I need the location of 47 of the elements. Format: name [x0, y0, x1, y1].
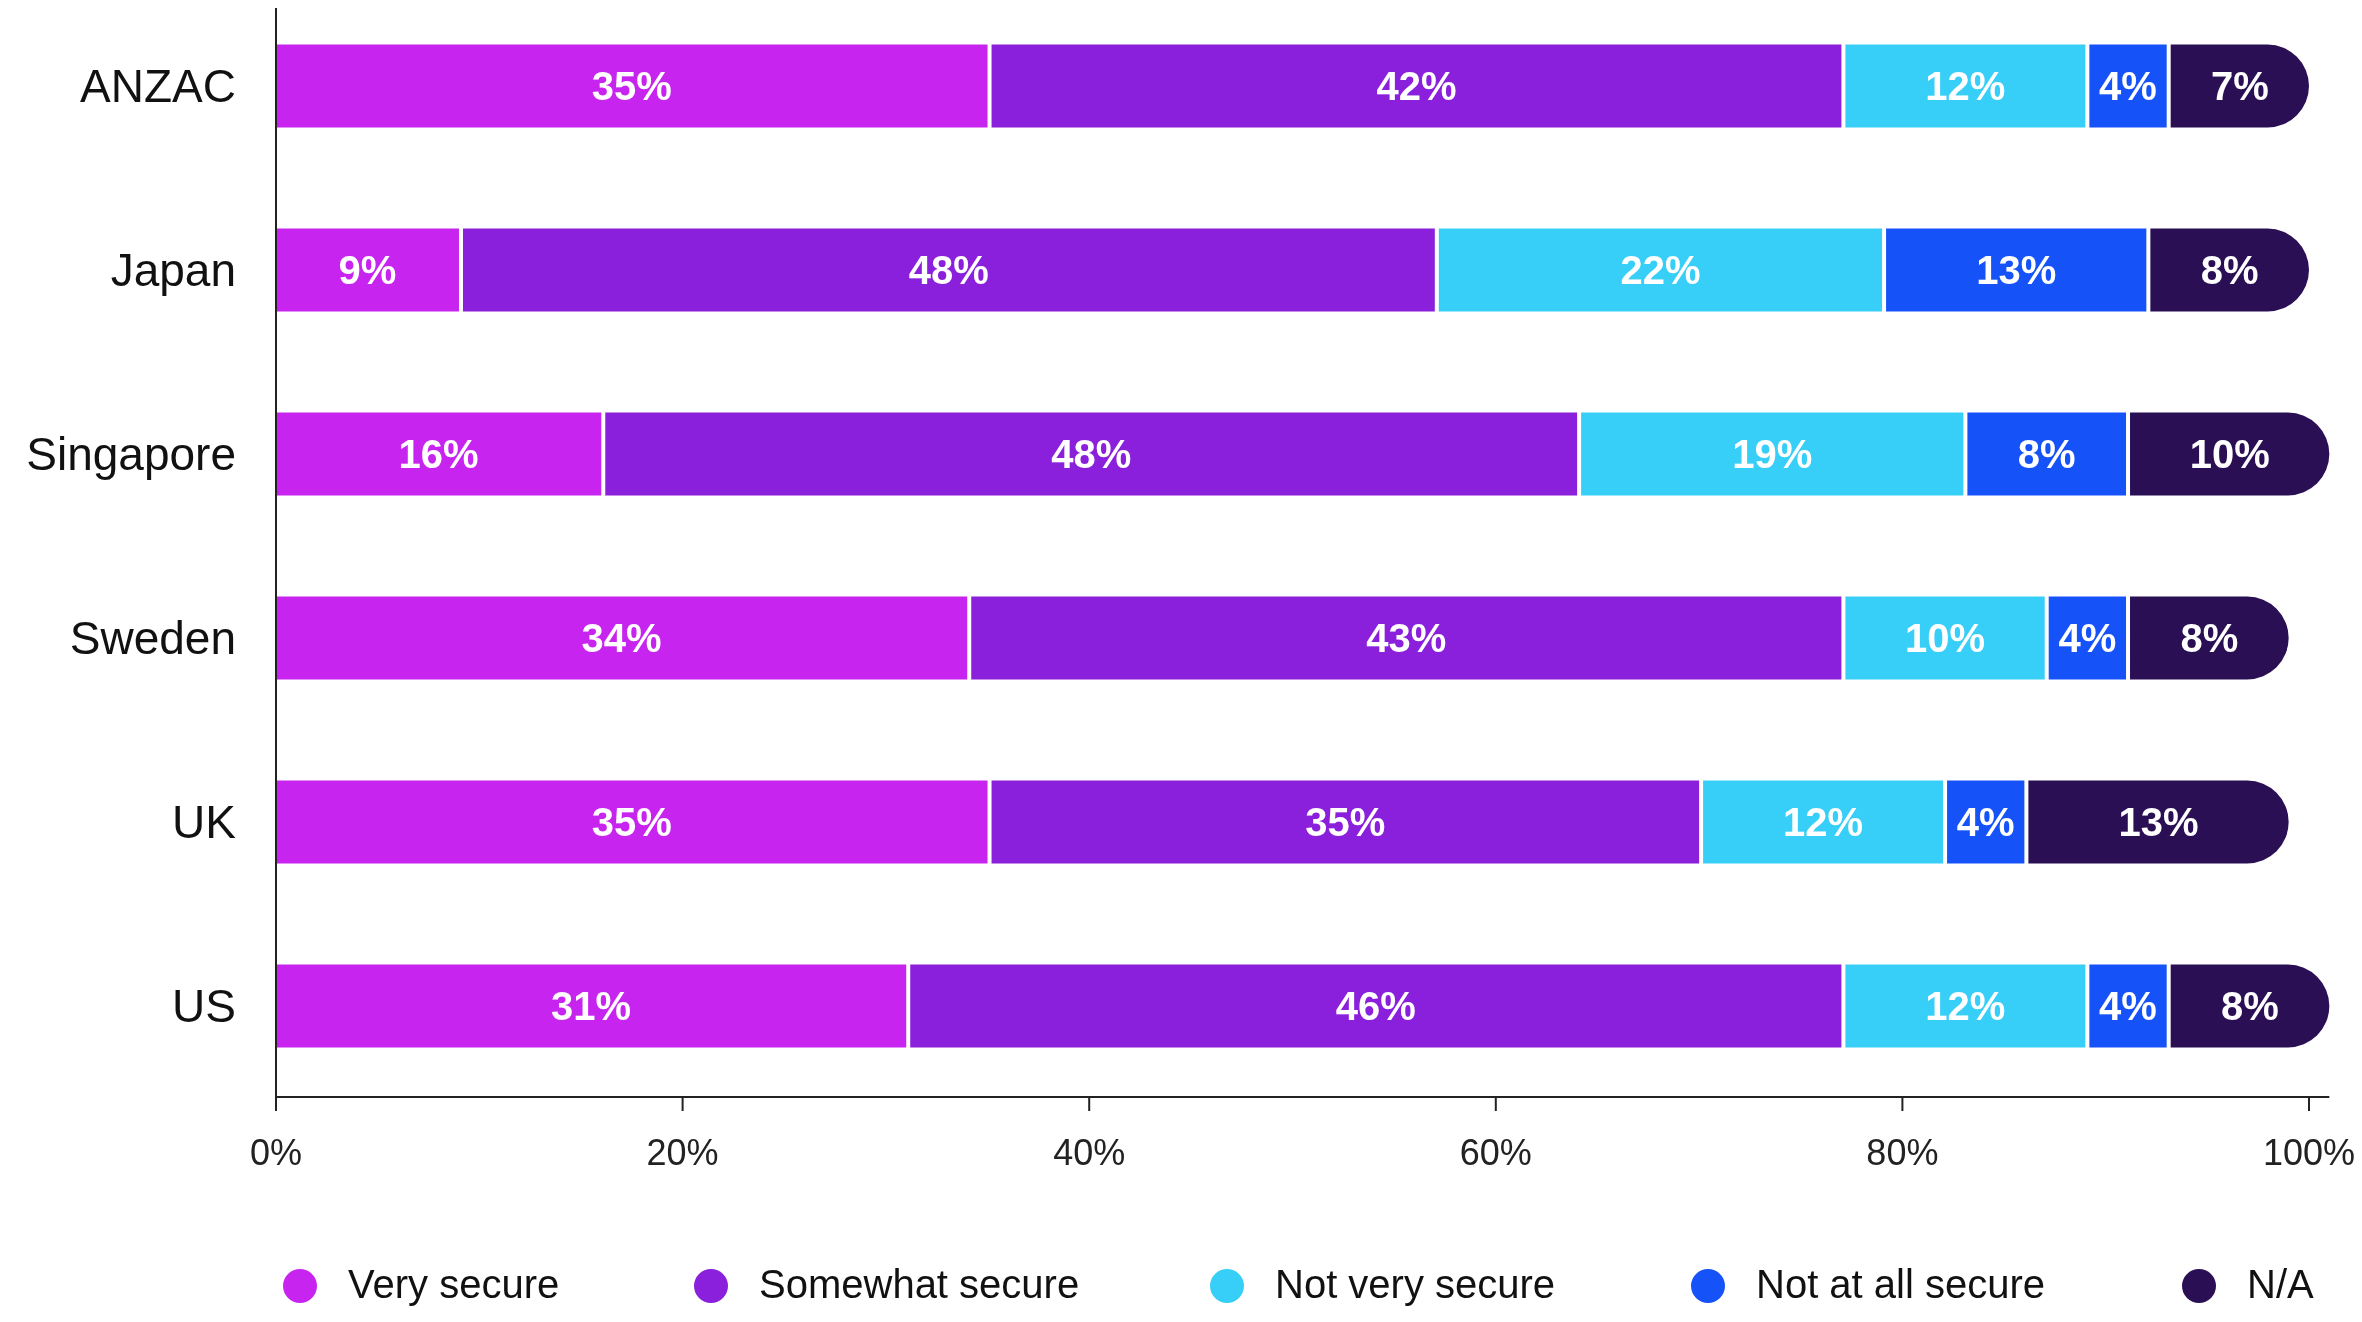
data-label: 48%	[908, 248, 989, 292]
data-label: 13%	[2118, 800, 2199, 844]
legend-label: Very secure	[348, 1262, 560, 1306]
data-label: 8%	[2200, 248, 2259, 292]
data-label: 13%	[1976, 248, 2057, 292]
data-label: 4%	[1956, 800, 2015, 844]
x-tick-label: 100%	[2262, 1132, 2356, 1173]
x-tick-label: 20%	[646, 1132, 719, 1173]
x-tick-label: 0%	[249, 1132, 303, 1173]
data-label: 31%	[551, 984, 632, 1028]
y-tick-label: Sweden	[69, 612, 236, 665]
data-label: 9%	[338, 248, 397, 292]
data-label: 10%	[1905, 616, 1986, 660]
data-label: 16%	[398, 432, 479, 476]
data-label: 8%	[2180, 616, 2239, 660]
legend-label: Somewhat secure	[759, 1262, 1080, 1306]
x-tick-label: 40%	[1053, 1132, 1126, 1173]
data-label: 46%	[1335, 984, 1416, 1028]
data-label: 19%	[1732, 432, 1813, 476]
data-label: 12%	[1783, 800, 1864, 844]
data-label: 35%	[591, 800, 672, 844]
data-label: 8%	[2221, 984, 2279, 1028]
data-label: 22%	[1620, 248, 1701, 292]
data-label: 42%	[1376, 64, 1457, 108]
x-tick-label: 80%	[1866, 1132, 1939, 1173]
data-label: 43%	[1366, 616, 1447, 660]
data-label: 4%	[2058, 616, 2117, 660]
data-label: 48%	[1051, 432, 1132, 476]
data-label: 35%	[591, 64, 672, 108]
legend-label: Not at all secure	[1756, 1262, 2046, 1306]
y-tick-label: UK	[172, 796, 237, 849]
data-label: 4%	[2099, 64, 2157, 108]
y-tick-label: Japan	[110, 244, 236, 297]
legend-label: N/A	[2247, 1262, 2314, 1306]
data-label: 34%	[581, 616, 662, 660]
y-tick-label: US	[172, 980, 236, 1033]
data-label: 12%	[1925, 64, 2006, 108]
x-tick-label: 60%	[1459, 1132, 1532, 1173]
data-label: 8%	[2017, 432, 2076, 476]
legend-label: Not very secure	[1275, 1262, 1556, 1306]
data-label: 10%	[2189, 432, 2270, 476]
data-label: 7%	[2210, 64, 2269, 108]
y-tick-label: Singapore	[26, 428, 236, 481]
data-label: 35%	[1305, 800, 1386, 844]
y-tick-label: ANZAC	[80, 60, 236, 113]
data-label: 12%	[1925, 984, 2006, 1028]
data-label: 4%	[2099, 984, 2157, 1028]
